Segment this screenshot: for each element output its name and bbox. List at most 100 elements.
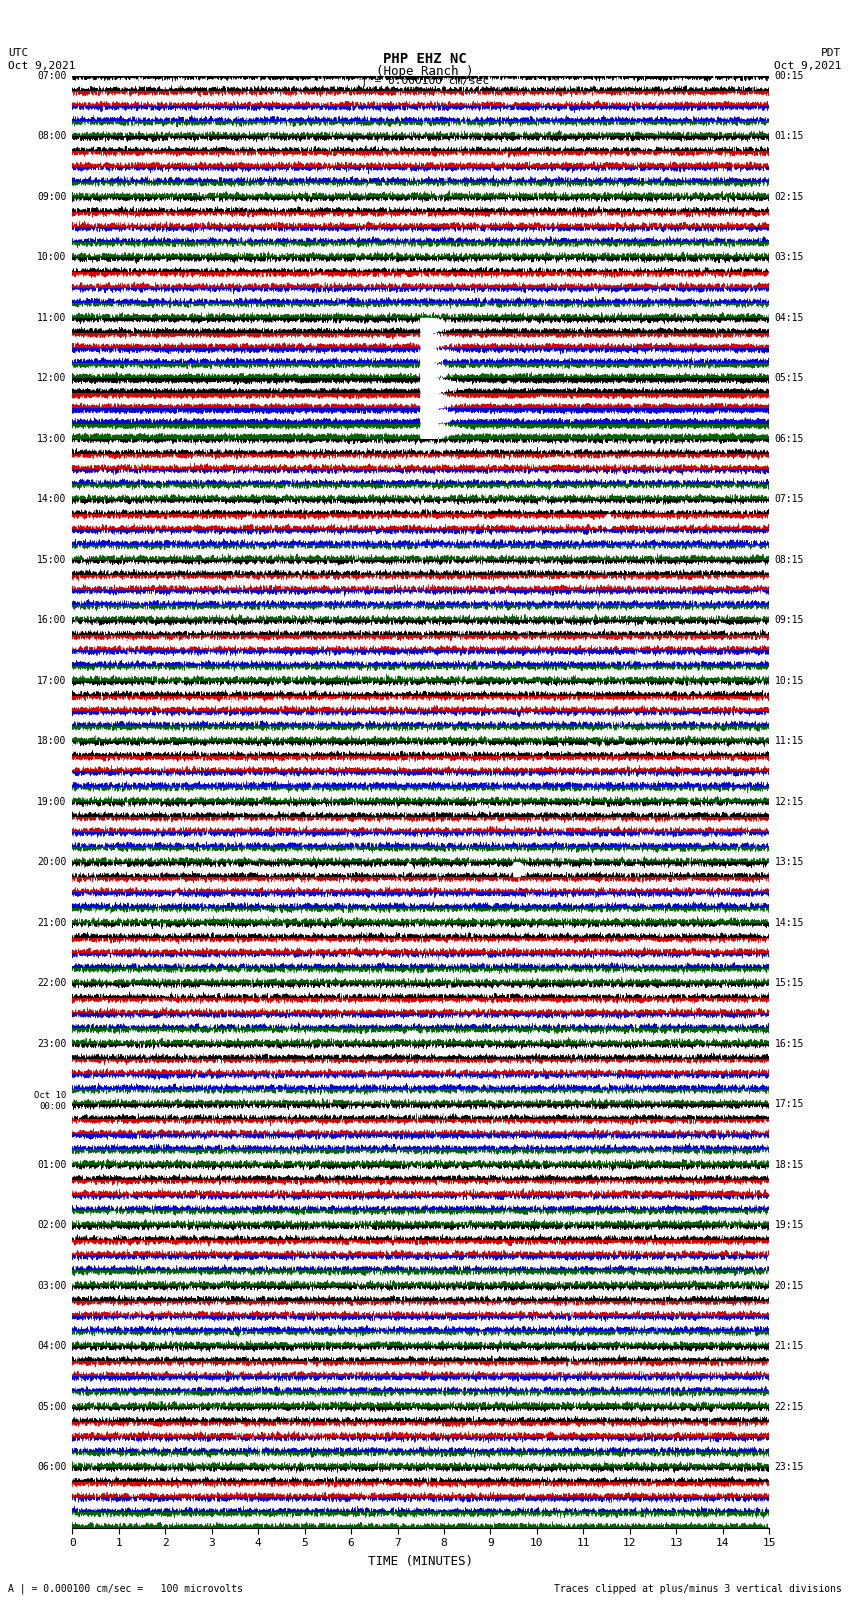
Bar bbox=[72, 242, 769, 258]
X-axis label: TIME (MINUTES): TIME (MINUTES) bbox=[368, 1555, 473, 1568]
Text: 10:00: 10:00 bbox=[37, 252, 66, 263]
Text: 17:15: 17:15 bbox=[775, 1098, 804, 1110]
Bar bbox=[72, 453, 769, 469]
Bar bbox=[72, 439, 769, 453]
Bar bbox=[72, 1482, 769, 1497]
Text: 16:00: 16:00 bbox=[37, 615, 66, 626]
Bar bbox=[72, 1255, 769, 1271]
Bar bbox=[72, 1300, 769, 1316]
Bar bbox=[72, 756, 769, 771]
Text: 12:00: 12:00 bbox=[37, 373, 66, 384]
Text: 06:15: 06:15 bbox=[775, 434, 804, 444]
Text: 09:00: 09:00 bbox=[37, 192, 66, 202]
Text: 04:00: 04:00 bbox=[37, 1340, 66, 1352]
Bar bbox=[72, 650, 769, 666]
Bar bbox=[72, 1105, 769, 1119]
Text: 13:15: 13:15 bbox=[775, 857, 804, 868]
Bar bbox=[72, 363, 769, 379]
Text: 22:00: 22:00 bbox=[37, 977, 66, 989]
Text: 00:15: 00:15 bbox=[775, 71, 804, 81]
Bar bbox=[72, 1452, 769, 1468]
Bar bbox=[72, 695, 769, 711]
Bar bbox=[72, 379, 769, 394]
Bar bbox=[72, 90, 769, 106]
Bar bbox=[72, 1165, 769, 1179]
Bar bbox=[72, 1013, 769, 1029]
Bar bbox=[72, 258, 769, 273]
Bar bbox=[72, 1271, 769, 1286]
Text: 06:00: 06:00 bbox=[37, 1461, 66, 1473]
Text: 09:15: 09:15 bbox=[775, 615, 804, 626]
Text: A | = 0.000100 cm/sec =   100 microvolts: A | = 0.000100 cm/sec = 100 microvolts bbox=[8, 1582, 243, 1594]
Bar bbox=[72, 742, 769, 756]
Bar bbox=[72, 76, 769, 90]
Bar bbox=[72, 529, 769, 545]
Bar bbox=[72, 666, 769, 681]
Bar bbox=[72, 953, 769, 968]
Bar bbox=[72, 590, 769, 605]
Bar bbox=[72, 998, 769, 1013]
Text: Oct 10: Oct 10 bbox=[35, 1092, 66, 1100]
Bar bbox=[72, 816, 769, 832]
Bar bbox=[72, 1150, 769, 1165]
Bar bbox=[72, 1421, 769, 1437]
Text: 02:15: 02:15 bbox=[775, 192, 804, 202]
Bar bbox=[72, 545, 769, 560]
Bar bbox=[72, 1134, 769, 1150]
Text: 19:00: 19:00 bbox=[37, 797, 66, 806]
Text: 02:00: 02:00 bbox=[37, 1219, 66, 1231]
Bar bbox=[72, 1089, 769, 1105]
Bar bbox=[72, 908, 769, 923]
Bar bbox=[72, 1468, 769, 1482]
Bar bbox=[72, 332, 769, 348]
Text: 21:00: 21:00 bbox=[37, 918, 66, 927]
Bar bbox=[72, 1058, 769, 1074]
Bar bbox=[72, 273, 769, 287]
Bar bbox=[72, 424, 769, 439]
Bar bbox=[72, 1210, 769, 1226]
Bar bbox=[72, 802, 769, 816]
Bar bbox=[72, 832, 769, 847]
Bar bbox=[72, 877, 769, 892]
Bar bbox=[72, 287, 769, 303]
Bar bbox=[72, 1179, 769, 1195]
Bar bbox=[72, 1376, 769, 1392]
Text: 05:00: 05:00 bbox=[37, 1402, 66, 1411]
Bar bbox=[72, 1240, 769, 1255]
Text: 12:15: 12:15 bbox=[775, 797, 804, 806]
Bar bbox=[72, 968, 769, 984]
Text: Traces clipped at plus/minus 3 vertical divisions: Traces clipped at plus/minus 3 vertical … bbox=[553, 1584, 842, 1594]
Text: 07:00: 07:00 bbox=[37, 71, 66, 81]
Bar bbox=[72, 681, 769, 695]
Bar bbox=[72, 1407, 769, 1421]
Bar bbox=[72, 166, 769, 182]
Bar bbox=[72, 197, 769, 211]
Bar bbox=[72, 1437, 769, 1452]
Text: 14:00: 14:00 bbox=[37, 494, 66, 505]
Text: 23:15: 23:15 bbox=[775, 1461, 804, 1473]
Text: 20:15: 20:15 bbox=[775, 1281, 804, 1290]
Bar bbox=[72, 1044, 769, 1058]
Text: 18:15: 18:15 bbox=[775, 1160, 804, 1169]
Bar bbox=[72, 408, 769, 424]
Bar bbox=[72, 137, 769, 152]
Bar bbox=[72, 394, 769, 408]
Bar bbox=[72, 1074, 769, 1089]
Text: 05:15: 05:15 bbox=[775, 373, 804, 384]
Bar bbox=[72, 1361, 769, 1376]
Text: 18:00: 18:00 bbox=[37, 736, 66, 747]
Bar bbox=[72, 211, 769, 227]
Bar bbox=[72, 560, 769, 574]
Bar bbox=[72, 1392, 769, 1407]
Text: 01:00: 01:00 bbox=[37, 1160, 66, 1169]
Bar bbox=[72, 787, 769, 802]
Bar bbox=[72, 1226, 769, 1240]
Text: 08:15: 08:15 bbox=[775, 555, 804, 565]
Bar bbox=[72, 500, 769, 515]
Text: 01:15: 01:15 bbox=[775, 131, 804, 142]
Bar bbox=[72, 1513, 769, 1528]
Bar bbox=[72, 1316, 769, 1331]
Bar bbox=[72, 847, 769, 863]
Bar bbox=[72, 121, 769, 137]
Bar bbox=[72, 574, 769, 590]
